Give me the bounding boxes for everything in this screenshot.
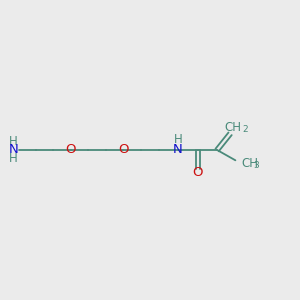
Text: CH: CH [224,121,242,134]
Text: 3: 3 [253,161,259,170]
Text: H: H [174,133,182,146]
Text: H: H [9,135,18,148]
Text: H: H [9,152,18,165]
Text: O: O [118,143,129,157]
Text: O: O [65,143,76,157]
Text: N: N [173,143,183,157]
Text: CH: CH [242,157,259,170]
Text: 2: 2 [242,125,248,134]
Text: O: O [193,167,203,179]
Text: N: N [9,143,19,157]
